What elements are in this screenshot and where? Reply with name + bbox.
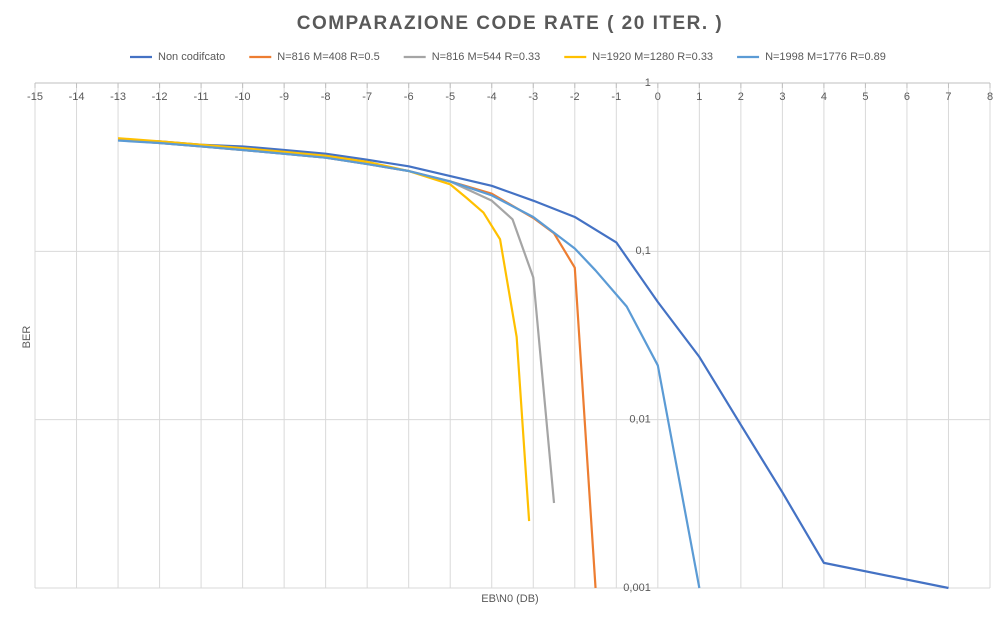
x-tick-label: -12 [152, 91, 168, 103]
legend-label: N=1920 M=1280 R=0.33 [592, 51, 713, 63]
x-tick-label: 7 [945, 91, 951, 103]
x-tick-label: -4 [487, 91, 497, 103]
x-tick-label: 5 [862, 91, 868, 103]
legend-label: N=816 M=408 R=0.5 [277, 51, 379, 63]
legend-label: N=816 M=544 R=0.33 [432, 51, 541, 63]
x-tick-label: -5 [445, 91, 455, 103]
x-tick-label: -7 [362, 91, 372, 103]
plot [117, 137, 949, 590]
y-tick-label: 0,1 [636, 245, 651, 257]
y-tick-label: 0,01 [629, 414, 650, 426]
legend-label: N=1998 M=1776 R=0.89 [765, 51, 886, 63]
legend-label: Non codifcato [158, 51, 225, 63]
x-tick-label: -2 [570, 91, 580, 103]
x-tick-label: -15 [27, 91, 43, 103]
x-tick-label: -8 [321, 91, 331, 103]
series-line [118, 138, 949, 590]
x-tick-label: 1 [696, 91, 702, 103]
x-tick-label: -9 [279, 91, 289, 103]
x-tick-label: -3 [528, 91, 538, 103]
series-line [117, 139, 701, 589]
x-tick-label: 6 [904, 91, 910, 103]
x-tick-label: -6 [404, 91, 414, 103]
y-tick-label: 0,001 [623, 582, 651, 594]
x-axis-title: EB\N0 (DB) [481, 593, 538, 605]
legend: Non codifcato N=816 M=408 R=0.5 N=816 M=54… [130, 51, 886, 63]
x-tick-label: -11 [194, 91, 209, 103]
y-axis-title: BER [21, 326, 33, 349]
chart-title: COMPARAZIONE CODE RATE ( 20 ITER. ) [297, 13, 724, 34]
x-tick-label: 2 [738, 91, 744, 103]
grid: -15 -14 -13 -12 -11 -10 -9 -8 -7 -6 -5 -4 -3 -2 -1 0 1 2 3… [27, 77, 993, 594]
x-tick-label: 4 [821, 91, 827, 103]
x-tick-label: -14 [69, 91, 85, 103]
x-tick-label: 3 [779, 91, 785, 103]
x-tick-label: 8 [987, 91, 993, 103]
x-tick-label: -10 [235, 91, 251, 103]
x-tick-label: -13 [110, 91, 126, 103]
x-tick-label: 0 [655, 91, 661, 103]
x-tick-label: -1 [611, 91, 621, 103]
